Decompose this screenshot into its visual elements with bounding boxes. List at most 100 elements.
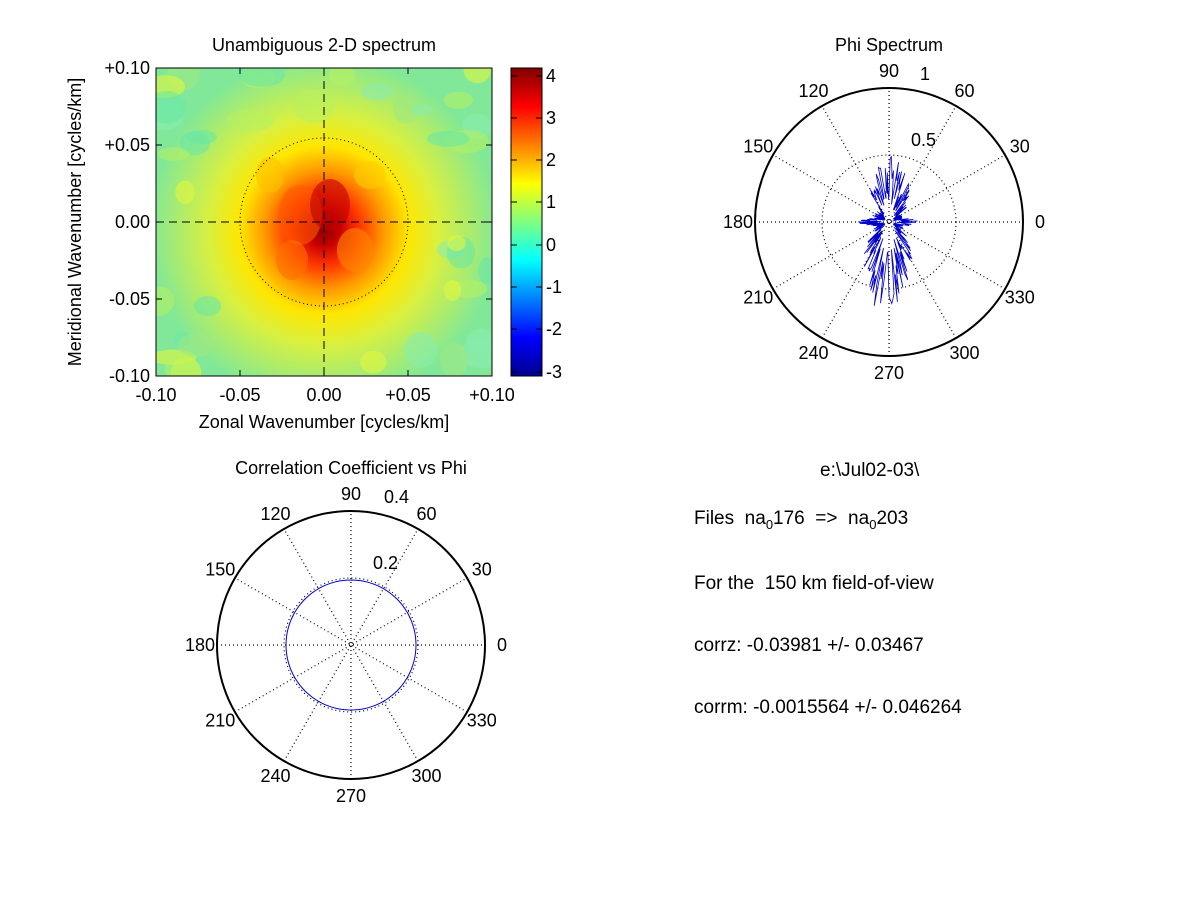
heatmap-xlabel: Zonal Wavenumber [cycles/km] (199, 412, 449, 432)
info-path: e:\Jul02-03\ (820, 460, 920, 481)
heatmap-blotch (256, 157, 284, 193)
colorbar-gradient (510, 67, 543, 377)
colorbar: 4 3 2 1 0 -1 -2 -3 (510, 66, 562, 382)
phi-angle-label: 330 (1005, 288, 1035, 308)
heatmap-blotch (403, 331, 438, 368)
phi-angle-label: 150 (743, 137, 773, 157)
heatmap-blotch (292, 89, 335, 124)
correlation-angle-label: 180 (185, 635, 215, 655)
heatmap-blotch (276, 240, 308, 280)
phi-spectrum-trace (857, 155, 918, 306)
heatmap-ytick: -0.10 (109, 366, 150, 386)
heatmap-blotch (310, 179, 350, 231)
phi-spectrum-line (857, 155, 918, 306)
heatmap-xtick: +0.05 (385, 385, 431, 405)
heatmap-blotch (329, 68, 356, 86)
heatmap-blotch (447, 235, 466, 252)
colorbar-tick-label: -1 (546, 277, 562, 297)
heatmap-xtick: 0.00 (306, 385, 341, 405)
correlation-angle-label: 30 (472, 560, 492, 580)
correlation-radial-tick: 0.4 (384, 487, 409, 507)
info-files-sub1: 0 (765, 517, 774, 532)
heatmap-blotch (466, 328, 492, 353)
info-fov: For the 150 km field-of-view (694, 573, 934, 594)
phi-polar-grid (754, 87, 1024, 357)
heatmap-ytick: 0.00 (115, 212, 150, 232)
heatmap-xtick: -0.10 (135, 385, 176, 405)
phi-angle-label: 210 (743, 288, 773, 308)
phi-angle-label: 90 (879, 61, 899, 81)
heatmap-blotch (463, 68, 492, 84)
heatmap-xtick: -0.05 (219, 385, 260, 405)
heatmap-xtick: +0.10 (469, 385, 515, 405)
phi-radial-tick: 1 (920, 64, 930, 84)
heatmap-blotch (443, 91, 473, 109)
correlation-angle-label: 150 (205, 560, 235, 580)
correlation-angle-label: 330 (467, 711, 497, 731)
colorbar-tick-label: -3 (546, 362, 562, 382)
phi-spoke (772, 154, 1006, 290)
correlation-spoke (234, 577, 468, 713)
correlation-polar-grid (216, 510, 486, 780)
info-corrm: corrm: -0.0015564 +/- 0.046264 (694, 697, 962, 718)
phi-spoke (821, 105, 957, 339)
correlation-trace (285, 579, 417, 711)
heatmap-blotch (360, 82, 393, 101)
correlation-angle-label: 240 (260, 766, 290, 786)
colorbar-tick-label: 3 (546, 108, 556, 128)
correlation-angle-label: 210 (205, 711, 235, 731)
heatmap-panel: Unambiguous 2-D spectrum -0.10 -0.05 0.0… (65, 35, 515, 432)
correlation-angle-label: 270 (336, 786, 366, 806)
heatmap-blotch (157, 147, 190, 161)
heatmap-blotch (410, 104, 433, 117)
heatmap-blotch (177, 332, 216, 357)
heatmap-ticks (155, 67, 493, 377)
correlation-panel: Correlation Coefficient vs Phi 0.4 0.2 0… (185, 458, 507, 806)
heatmap-blotch (443, 279, 462, 301)
correlation-title: Correlation Coefficient vs Phi (235, 458, 467, 478)
heatmap-blotch (439, 342, 469, 376)
heatmap-ytick: +0.10 (104, 58, 150, 78)
phi-spectrum-title: Phi Spectrum (835, 35, 943, 55)
heatmap-blotch (354, 161, 386, 189)
phi-radial-tick: 0.5 (911, 130, 936, 150)
correlation-spoke (234, 577, 468, 713)
colorbar-tick-label: 1 (546, 192, 556, 212)
colorbar-tick-label: 0 (546, 235, 556, 255)
heatmap-blotches (156, 68, 492, 376)
heatmap-blotch (175, 180, 195, 204)
info-files: Files na0176 => na0203 (694, 508, 908, 532)
phi-angle-label: 180 (723, 212, 753, 232)
correlation-line (285, 579, 417, 711)
phi-angle-label: 270 (874, 363, 904, 383)
correlation-angle-label: 0 (497, 635, 507, 655)
phi-angle-label: 240 (798, 343, 828, 363)
correlation-angle-label: 90 (341, 484, 361, 504)
info-files-mid: 176 => na (773, 508, 870, 529)
heatmap-blotch (238, 68, 286, 87)
colorbar-tick-label: 2 (546, 150, 556, 170)
phi-angle-label: 300 (949, 343, 979, 363)
phi-angle-label: 0 (1035, 212, 1045, 232)
heatmap-blotch (156, 286, 175, 316)
correlation-angle-label: 300 (411, 766, 441, 786)
correlation-angle-labels: 0 30 60 90 120 150 180 210 240 270 300 330 (185, 484, 507, 806)
heatmap-blotch (186, 129, 217, 145)
correlation-angle-label: 60 (416, 504, 436, 524)
heatmap-blotch (337, 228, 373, 272)
phi-spoke (772, 154, 1006, 290)
phi-angle-label: 60 (954, 81, 974, 101)
heatmap-blotch (164, 353, 199, 376)
info-files-prefix: Files na (694, 508, 766, 529)
heatmap-blotch (360, 350, 387, 374)
phi-angle-label: 120 (798, 81, 828, 101)
correlation-spoke (283, 528, 419, 762)
colorbar-tick-label: -2 (546, 319, 562, 339)
heatmap-blotch (478, 256, 492, 286)
heatmap-blotch (226, 109, 275, 132)
info-corrz: corrz: -0.03981 +/- 0.03467 (694, 635, 924, 656)
colorbar-tick-label: 4 (546, 66, 556, 86)
heatmap-blotch (156, 90, 187, 124)
heatmap-ytick: -0.05 (109, 289, 150, 309)
